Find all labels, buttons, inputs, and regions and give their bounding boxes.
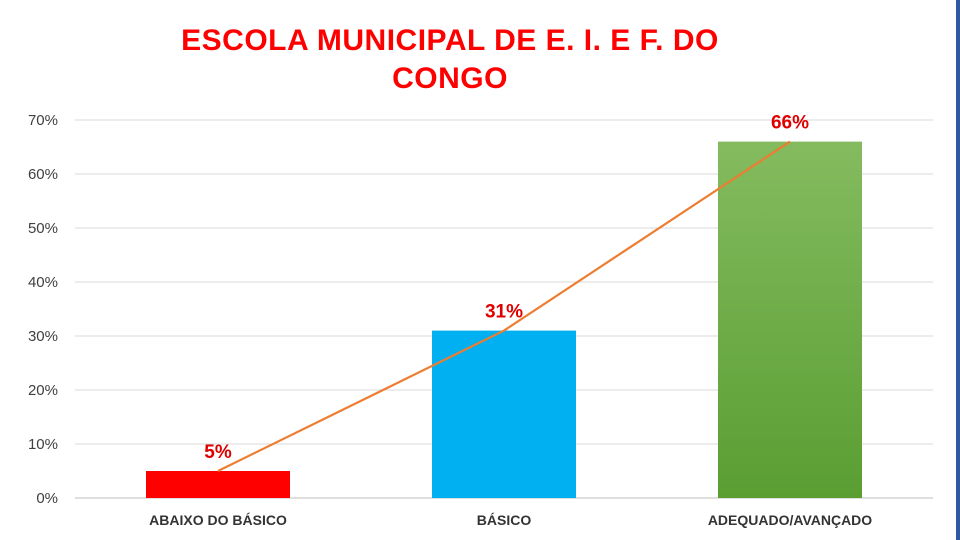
- data-label: 5%: [204, 442, 232, 463]
- y-tick-label: 10%: [28, 436, 58, 453]
- y-tick-label: 20%: [28, 382, 58, 399]
- trend-line-layer: [217, 140, 791, 472]
- bar-1: [146, 471, 290, 498]
- y-tick-label: 70%: [28, 112, 58, 129]
- y-tick-label: 60%: [28, 166, 58, 183]
- bars: [146, 141, 862, 498]
- bar-2: [432, 330, 576, 498]
- y-tick-label: 40%: [28, 274, 58, 291]
- x-tick-label: ADEQUADO/AVANÇADO: [708, 512, 872, 528]
- y-tick-label: 30%: [28, 328, 58, 345]
- y-axis-ticks: 0% 10% 20% 30% 40% 50% 60% 70%: [28, 112, 58, 507]
- y-tick-label: 0%: [36, 490, 58, 507]
- chart-title-line-2: CONGO: [392, 62, 508, 95]
- bar-3: [718, 141, 862, 498]
- x-tick-label: ABAIXO DO BÁSICO: [149, 512, 287, 528]
- x-axis-ticks: ABAIXO DO BÁSICO BÁSICO ADEQUADO/AVANÇADO: [149, 512, 872, 528]
- chart-title-line-1: ESCOLA MUNICIPAL DE E. I. E F. DO: [181, 24, 719, 57]
- x-tick-label: BÁSICO: [477, 512, 532, 528]
- data-label: 66%: [771, 113, 809, 134]
- data-labels: 5% 31% 66%: [204, 113, 809, 463]
- trend-line: [217, 140, 791, 472]
- data-label: 31%: [485, 302, 523, 323]
- y-tick-label: 50%: [28, 220, 58, 237]
